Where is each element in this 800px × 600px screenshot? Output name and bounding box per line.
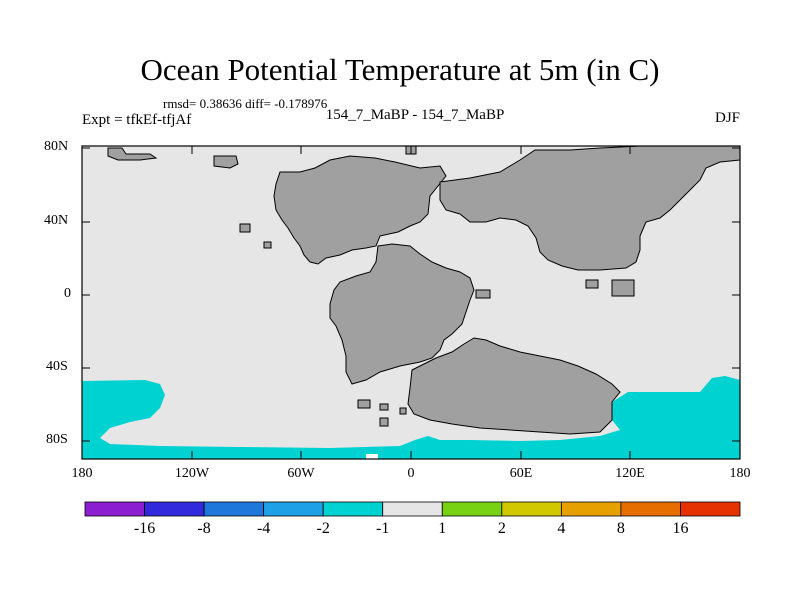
x-tick-label: 120E xyxy=(615,466,645,481)
y-ticks xyxy=(82,147,740,442)
colorbar-swatch xyxy=(382,501,443,517)
island xyxy=(585,279,599,289)
colorbar-label: 2 xyxy=(497,520,506,537)
colorbar-label: 8 xyxy=(616,520,625,537)
colorbar-label: -1 xyxy=(376,520,390,537)
island xyxy=(357,399,371,409)
experiment-label: Expt = tfkEf-tfjAf xyxy=(82,112,192,128)
island xyxy=(366,454,378,459)
colorbar xyxy=(84,501,741,517)
colorbar-swatch xyxy=(560,501,622,517)
colorbar-swatch xyxy=(501,501,562,517)
x-tick-label: 120W xyxy=(174,466,210,481)
island xyxy=(239,223,251,233)
x-tick-label: 0 xyxy=(407,466,415,481)
island xyxy=(611,279,635,297)
season-label: DJF xyxy=(714,110,740,126)
colorbar-swatch xyxy=(620,501,681,517)
colorbar-swatch xyxy=(680,501,741,517)
landmass-north-america xyxy=(273,155,447,265)
colorbar-label: -8 xyxy=(197,520,211,537)
landmass-antarctica xyxy=(407,337,621,435)
colorbar-label: -4 xyxy=(256,520,271,537)
island xyxy=(379,417,389,427)
x-tick-label: 180 xyxy=(71,466,93,481)
x-ticks xyxy=(81,146,741,459)
colorbar-swatch xyxy=(263,501,324,517)
antarctic-anomaly-west xyxy=(82,376,740,459)
colorbar-label: -16 xyxy=(133,520,156,537)
colorbar-label: -2 xyxy=(316,520,330,537)
stats-line: rmsd= 0.38636 diff= -0.178976 xyxy=(163,96,328,111)
colorbar-swatch xyxy=(203,501,265,517)
island xyxy=(475,289,491,299)
x-tick-label: 180 xyxy=(729,466,751,481)
x-tick-label: 60E xyxy=(509,466,533,481)
plot-title: Ocean Potential Temperature at 5m (in C) xyxy=(140,52,660,87)
landmass-arctic-islands xyxy=(107,147,158,161)
island xyxy=(379,403,389,411)
colorbar-swatch xyxy=(322,501,384,517)
y-tick-label: 40S xyxy=(46,359,68,374)
landmass-eurasia xyxy=(439,146,740,271)
landmass-arctic-island-2 xyxy=(213,155,239,169)
landmass-south-america-africa xyxy=(329,243,475,385)
y-tick-label: 40N xyxy=(44,213,69,228)
colorbar-label: 4 xyxy=(557,520,566,537)
colorbar-label: 16 xyxy=(672,520,689,537)
colorbar-label: 1 xyxy=(438,520,447,537)
colorbar-swatch xyxy=(144,501,205,517)
colorbar-swatch xyxy=(441,501,503,517)
y-tick-label: 0 xyxy=(64,286,71,301)
y-tick-label: 80N xyxy=(44,139,69,154)
colorbar-swatch xyxy=(84,501,145,517)
y-tick-label: 80S xyxy=(46,432,68,447)
island xyxy=(399,407,407,415)
x-tick-label: 60W xyxy=(287,466,315,481)
case-label: 154_7_MaBP - 154_7_MaBP xyxy=(325,107,505,123)
island xyxy=(263,241,272,249)
